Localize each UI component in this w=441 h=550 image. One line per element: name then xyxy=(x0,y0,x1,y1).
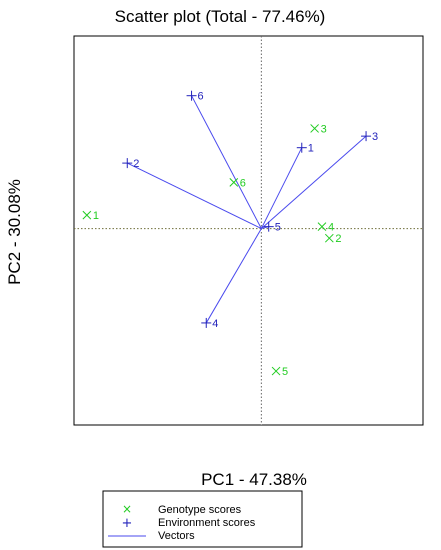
y-axis-label: PC2 - 30.08% xyxy=(5,179,24,285)
plot-frame xyxy=(73,35,424,426)
vector-line-environment-1 xyxy=(260,147,303,229)
environment-point-1 xyxy=(296,142,307,153)
legend-environment-label: Environment scores xyxy=(158,517,256,529)
genotype-point-5 xyxy=(271,366,281,376)
vector-line-environment-3 xyxy=(261,135,367,229)
legend-genotype-label: Genotype scores xyxy=(158,504,242,516)
vector-line-environment-4 xyxy=(205,228,262,324)
genotype-point-6 xyxy=(229,178,239,187)
genotype-point-3 xyxy=(310,124,319,133)
environment-point-label-5: 5 xyxy=(275,222,281,234)
points-layer: 1 2 3 4 5 6 1 2 3 4 5 6 xyxy=(82,90,378,378)
genotype-point-2 xyxy=(324,233,334,243)
legend: × Genotype scores + Environment scores V… xyxy=(102,490,303,548)
environment-point-label-2: 2 xyxy=(133,158,139,170)
vectors-layer xyxy=(127,95,367,324)
environment-point-6 xyxy=(186,90,197,101)
vector-line-environment-6 xyxy=(191,95,262,229)
chart-title: Scatter plot (Total - 77.46%) xyxy=(115,7,326,26)
environment-point-label-3: 3 xyxy=(372,131,378,143)
legend-genotype-symbol: × xyxy=(122,502,132,516)
environment-point-5 xyxy=(263,221,274,232)
genotype-point-4 xyxy=(317,222,327,232)
genotype-point-label-3: 3 xyxy=(321,123,327,135)
genotype-point-label-4: 4 xyxy=(328,222,334,234)
genotype-point-label-5: 5 xyxy=(282,366,288,378)
genotype-point-label-2: 2 xyxy=(335,233,341,245)
environment-point-label-1: 1 xyxy=(308,143,314,155)
genotype-point-label-1: 1 xyxy=(93,210,99,222)
environment-point-2 xyxy=(122,158,133,169)
environment-point-3 xyxy=(361,131,372,142)
environment-point-4 xyxy=(201,317,212,328)
environment-point-label-4: 4 xyxy=(212,318,218,330)
vector-line-environment-2 xyxy=(127,162,262,230)
legend-vector-label: Vectors xyxy=(158,530,195,542)
x-axis-label: PC1 - 47.38% xyxy=(201,470,307,489)
legend-environment-symbol: + xyxy=(122,516,133,531)
genotype-point-1 xyxy=(82,210,92,220)
genotype-point-label-6: 6 xyxy=(240,177,246,189)
environment-point-label-6: 6 xyxy=(198,91,204,103)
legend-box xyxy=(102,490,303,548)
